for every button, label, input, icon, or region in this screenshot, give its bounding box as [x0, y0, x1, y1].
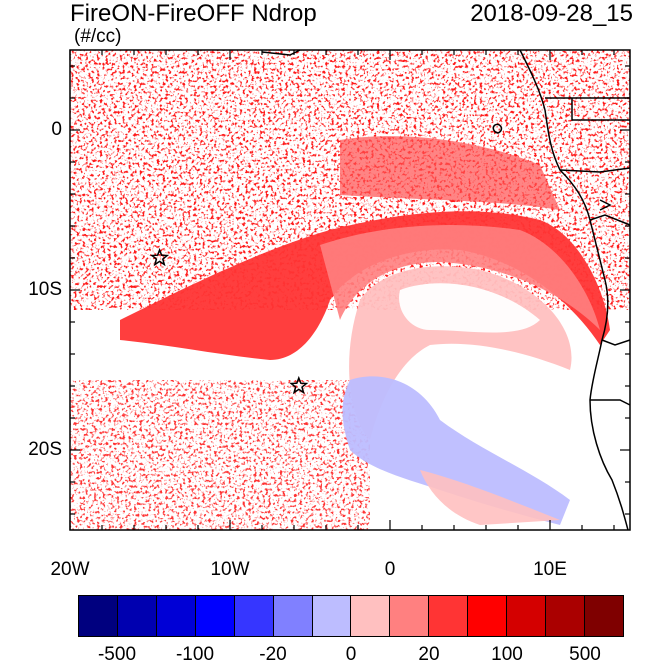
colorbar-label: 20 — [418, 644, 440, 665]
x-tick-label: 10E — [533, 559, 567, 580]
pink-tail — [420, 470, 560, 525]
speckle-south — [70, 380, 370, 530]
colorbar-swatch — [429, 596, 469, 636]
colorbar-swatch — [468, 596, 508, 636]
difference-field — [70, 50, 630, 530]
map-title: FireON-FireOFF Ndrop — [70, 0, 317, 27]
plume-inner — [320, 225, 600, 330]
x-tick-label: 0 — [384, 559, 396, 580]
x-tick-label: 10W — [210, 559, 250, 580]
station-star-1 — [150, 247, 170, 267]
y-tick-label: 0 — [51, 119, 62, 140]
colorbar-swatch — [117, 596, 157, 636]
colorbar-swatch — [507, 596, 547, 636]
colorbar-label: 500 — [569, 644, 601, 665]
colorbar-swatch — [390, 596, 430, 636]
colorbar-label: -20 — [259, 644, 287, 665]
colorbar — [78, 595, 624, 637]
map-plot — [69, 49, 631, 531]
colorbar-swatch — [195, 596, 235, 636]
plume-north — [340, 136, 560, 210]
colorbar-label: -500 — [97, 644, 137, 665]
colorbar-swatch — [584, 596, 623, 636]
colorbar-label: 0 — [345, 644, 357, 665]
colorbar-swatch — [234, 596, 274, 636]
y-tick-label: 10S — [28, 279, 62, 300]
colorbar-swatch — [546, 596, 585, 636]
coastline — [261, 49, 631, 531]
swirl-core — [399, 283, 540, 333]
colorbar-swatch — [273, 596, 313, 636]
colorbar-swatch — [312, 596, 352, 636]
colorbar-label: -100 — [175, 644, 215, 665]
colorbar-swatch — [351, 596, 391, 636]
station-star-2 — [289, 375, 309, 395]
map-timestamp: 2018-09-28_15 — [470, 0, 633, 27]
colorbar-swatch — [156, 596, 196, 636]
axis-ticks — [69, 50, 630, 530]
negative-region — [342, 376, 570, 525]
colorbar-label: 100 — [491, 644, 523, 665]
colorbar-swatch — [79, 596, 118, 636]
x-tick-label: 20W — [50, 559, 90, 580]
units-label: (#/cc) — [74, 26, 122, 47]
y-tick-label: 20S — [28, 439, 62, 460]
marker-layer — [150, 247, 309, 395]
